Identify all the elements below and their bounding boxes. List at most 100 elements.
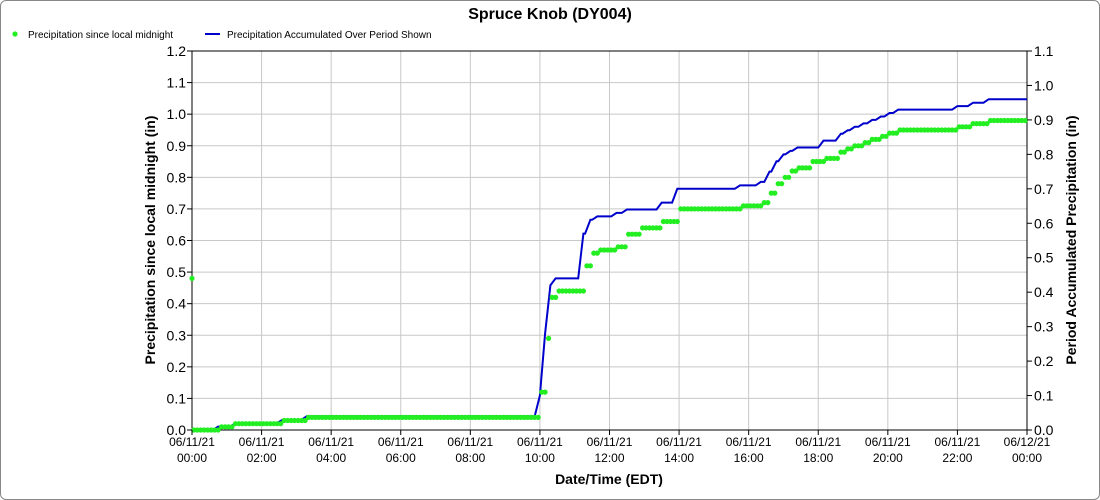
x-axis-label: Date/Time (EDT): [555, 471, 663, 487]
series-point-daily: [580, 288, 587, 294]
y-tick-label-left: 1.1: [167, 75, 187, 91]
series-point-daily: [786, 174, 792, 180]
series-point-daily: [848, 146, 854, 152]
x-tick-label-date: 06/11/21: [726, 435, 772, 449]
y-tick-label-left: 0.9: [167, 138, 187, 154]
y-tick-label-left: 0.2: [167, 359, 187, 375]
series-point-daily: [772, 190, 778, 196]
x-tick-label-time: 00:00: [1012, 451, 1042, 465]
series-point-daily: [535, 414, 541, 420]
y-tick-label-right: 0.9: [1034, 112, 1054, 128]
series-point-daily: [807, 165, 813, 171]
series-point-daily: [674, 218, 680, 225]
x-tick-label-time: 22:00: [942, 451, 972, 465]
x-tick-label-date: 06/11/21: [447, 435, 493, 449]
x-tick-label-time: 04:00: [316, 451, 346, 465]
y-tick-label-right: 0.4: [1034, 284, 1054, 300]
grid-lines: [191, 50, 1028, 431]
series-point-daily: [546, 335, 552, 341]
x-tick-label-time: 08:00: [455, 451, 485, 465]
y-tick-label-right: 0.5: [1034, 250, 1054, 266]
x-tick-label-date: 06/12/21: [1004, 435, 1051, 449]
series-point-daily: [765, 200, 771, 206]
series-point-daily: [984, 121, 990, 127]
y-tick-label-right: 0.2: [1034, 353, 1054, 369]
x-tick-label-time: 10:00: [525, 451, 555, 465]
series-point-daily: [594, 250, 600, 256]
x-tick-label-date: 06/11/21: [239, 435, 285, 449]
series-point-daily: [841, 149, 847, 155]
series-point-daily: [876, 136, 882, 142]
x-tick-label-time: 02:00: [247, 451, 277, 465]
series-point-daily: [1022, 117, 1028, 124]
y-tick-label-right: 0.3: [1034, 319, 1054, 335]
y-tick-label-right: 0.8: [1034, 146, 1054, 162]
series-line-period-accumulated: [192, 98, 1027, 431]
y-tick-label-left: 1.0: [167, 106, 187, 122]
series-point-daily: [542, 389, 548, 395]
series-point-daily: [859, 143, 865, 149]
series-point-daily: [779, 181, 785, 187]
y-tick-label-left: 0.8: [167, 169, 187, 185]
series-layer: [189, 98, 1028, 433]
y-tick-label-right: 0.1: [1034, 388, 1054, 404]
x-tick-label-time: 20:00: [873, 451, 903, 465]
y-tick-label-left: 0.3: [167, 327, 187, 343]
y-axis-label-left: Precipitation since local midnight (in): [142, 116, 158, 365]
series-point-daily: [587, 263, 594, 269]
y-tick-label-right: 0.0: [1034, 422, 1054, 438]
y-axis-label-right: Period Accumulated Precipitation (in): [1063, 115, 1079, 364]
x-tick-label-date: 06/11/21: [517, 435, 563, 449]
series-point-daily: [302, 417, 308, 424]
x-tick-label-date: 06/11/21: [865, 435, 911, 449]
y-tick-label-right: 0.6: [1034, 215, 1054, 231]
y-tick-label-left: 0.5: [167, 264, 187, 280]
x-tick-label-date: 06/11/21: [656, 435, 702, 449]
series-point-daily: [657, 225, 663, 231]
y-tick-label-right: 1.1: [1034, 43, 1054, 59]
x-tick-label-date: 06/11/21: [935, 435, 981, 449]
y-tick-label-left: 0.7: [167, 201, 187, 217]
series-point-daily: [636, 231, 642, 237]
chart-title: Spruce Knob (DY004): [468, 6, 632, 23]
series-point-daily: [834, 155, 841, 161]
legend-label-daily: Precipitation since local midnight: [28, 30, 173, 41]
legend: Precipitation since local midnight Preci…: [12, 30, 432, 41]
series-point-daily: [866, 140, 872, 146]
series-point-daily: [893, 130, 900, 136]
series-point-daily: [215, 427, 221, 433]
y-tick-label-left: 0.4: [167, 296, 187, 312]
series-point-daily: [820, 158, 827, 165]
x-tick-label-time: 12:00: [594, 451, 624, 465]
x-tick-label-date: 06/11/21: [169, 435, 215, 449]
tick-labels: 0.0 0.1 0.2 0.3 0.4 0.5 0.6 0.7 0.8 0.9 1.0 1.1 1.2 0…: [167, 43, 1054, 465]
legend-label-period: Precipitation Accumulated Over Period Sh…: [227, 30, 432, 41]
x-tick-label-time: 06:00: [386, 451, 416, 465]
x-tick-label-time: 14:00: [664, 451, 694, 465]
series-point-daily: [622, 244, 628, 250]
y-tick-label-right: 0.7: [1034, 181, 1054, 197]
series-point-daily: [953, 127, 959, 133]
series-point-daily: [737, 206, 743, 212]
x-tick-label-time: 18:00: [803, 451, 833, 465]
x-tick-label-date: 06/11/21: [378, 435, 424, 449]
series-point-daily: [793, 168, 799, 174]
series-point-daily: [612, 247, 618, 253]
y-tick-label-left: 0.1: [167, 390, 187, 406]
series-point-daily: [883, 133, 889, 139]
y-tick-label-left: 0.6: [167, 233, 187, 249]
legend-dot-marker: [12, 31, 18, 37]
x-tick-label-date: 06/11/21: [308, 435, 354, 449]
series-point-daily: [229, 424, 235, 430]
y-tick-label-left: 0.0: [167, 422, 187, 438]
series-point-daily: [967, 124, 973, 130]
series-point-daily: [553, 294, 559, 300]
x-tick-label-time: 00:00: [177, 451, 207, 465]
x-tick-label-date: 06/11/21: [795, 435, 841, 449]
x-tick-label-time: 16:00: [734, 451, 764, 465]
series-point-daily: [278, 421, 284, 427]
x-tick-label-date: 06/11/21: [587, 435, 633, 449]
y-tick-label-left: 1.2: [167, 43, 187, 59]
series-point-daily: [189, 275, 195, 281]
